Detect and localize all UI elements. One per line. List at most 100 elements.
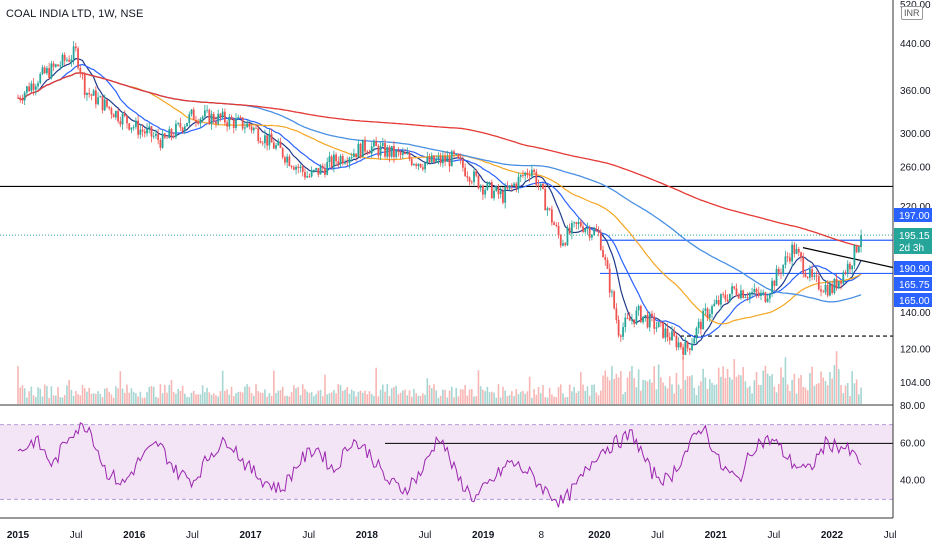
- volume-bar: [417, 395, 420, 404]
- volume-bar: [780, 367, 782, 404]
- candle-body: [373, 140, 375, 147]
- candle-body: [241, 117, 244, 129]
- volume-bar: [330, 392, 333, 404]
- candle-body: [731, 286, 733, 294]
- volume-bar: [479, 386, 482, 404]
- candle-body: [270, 133, 273, 143]
- price-label-box: [894, 208, 932, 222]
- volume-bar: [226, 389, 228, 404]
- volume-bar: [762, 370, 764, 404]
- candle-body: [446, 156, 449, 162]
- candle-body: [846, 263, 849, 274]
- volume-bar: [777, 383, 780, 404]
- volume-bar: [755, 372, 758, 404]
- volume-bar: [321, 396, 324, 404]
- candle-body: [112, 114, 115, 118]
- candle-body: [559, 235, 562, 246]
- volume-bar: [486, 386, 489, 404]
- volume-bar: [731, 379, 733, 404]
- candle-body: [508, 185, 511, 189]
- volume-bar: [818, 383, 820, 404]
- candle-body: [802, 257, 805, 274]
- volume-bar: [697, 385, 700, 404]
- candle-body: [673, 331, 676, 336]
- volume-bar: [81, 384, 84, 404]
- volume-bar: [442, 389, 444, 404]
- volume-bar: [146, 391, 148, 404]
- price-label: 195.15: [899, 231, 930, 242]
- candle-body: [688, 348, 691, 351]
- volume-bar: [571, 391, 573, 404]
- candle-body: [648, 313, 651, 328]
- candle-body: [61, 54, 64, 66]
- candle-body: [114, 110, 117, 118]
- volume-bar: [208, 392, 211, 404]
- candle-body: [737, 294, 740, 299]
- volume-bar: [491, 391, 493, 404]
- volume-bar: [508, 395, 511, 404]
- volume-bar: [606, 376, 609, 404]
- volume-bar: [760, 384, 762, 404]
- candle-body: [264, 135, 266, 144]
- price-tick-label: 220.00: [900, 202, 931, 213]
- candle-body: [50, 63, 53, 79]
- volume-bar: [488, 392, 491, 404]
- volume-bar: [446, 397, 449, 404]
- candle-body: [415, 164, 418, 167]
- price-tick-label: 520.00: [900, 0, 931, 11]
- candle-body: [441, 156, 444, 164]
- candle-body: [726, 299, 729, 302]
- candle-body: [602, 249, 604, 257]
- volume-bar: [766, 373, 769, 404]
- candle-body: [348, 157, 351, 163]
- volume-bar: [261, 392, 264, 404]
- candle-body: [606, 260, 609, 269]
- candle-body: [800, 252, 802, 258]
- volume-bar: [164, 384, 166, 404]
- currency-badge[interactable]: INR: [901, 6, 923, 20]
- candle-body: [163, 133, 166, 138]
- volume-bar: [123, 392, 126, 404]
- volume-bar: [470, 389, 473, 404]
- price-tick-label: 120.00: [900, 344, 931, 355]
- time-tick-label: 2015: [7, 530, 30, 541]
- candle-body: [132, 126, 135, 128]
- volume-bar: [130, 388, 133, 404]
- volume-bar: [215, 395, 217, 404]
- volume-bar: [177, 388, 179, 404]
- volume-bar: [88, 387, 90, 404]
- candle-body: [123, 113, 126, 116]
- candle-body: [577, 221, 580, 225]
- candle-body: [829, 284, 831, 296]
- candle-body: [252, 127, 255, 131]
- candle-body: [815, 275, 818, 277]
- candle-body: [657, 322, 660, 328]
- candle-body: [499, 191, 502, 195]
- candle-body: [235, 118, 237, 128]
- candle-body: [635, 310, 638, 324]
- volume-bar: [204, 392, 206, 404]
- volume-bar: [468, 389, 471, 404]
- candle-body: [519, 174, 522, 177]
- candle-body: [97, 97, 99, 105]
- candle-body: [490, 182, 493, 199]
- candle-body: [591, 234, 593, 238]
- volume-bar: [644, 380, 647, 404]
- volume-bar: [620, 371, 622, 404]
- volume-bar: [773, 386, 776, 404]
- volume-bar: [395, 385, 397, 404]
- candle-body: [195, 119, 197, 122]
- volume-bar: [548, 387, 551, 404]
- volume-bar: [357, 391, 360, 404]
- candle-body: [477, 175, 480, 189]
- candle-body: [644, 315, 647, 317]
- volume-bar: [221, 370, 224, 404]
- price-label: 165.75: [899, 280, 930, 291]
- candle-body: [292, 167, 295, 170]
- volume-bar: [826, 385, 829, 404]
- volume-bar: [57, 387, 59, 404]
- candle-body: [157, 133, 160, 141]
- candle-body: [722, 294, 725, 296]
- volume-bar: [339, 384, 342, 404]
